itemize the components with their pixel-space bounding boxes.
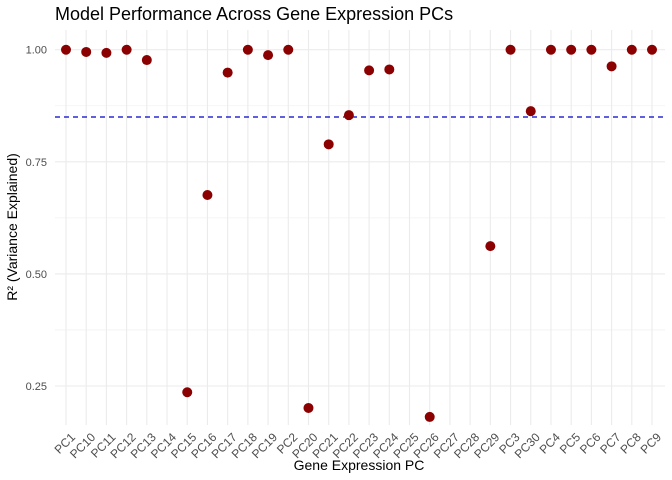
data-point-pc22 <box>343 110 354 121</box>
data-point-pc21 <box>323 139 334 150</box>
data-point-pc30 <box>525 106 536 117</box>
y-tick-label: 0.25 <box>26 381 47 393</box>
data-point-pc1 <box>61 44 71 55</box>
x-axis-ticks: PC1PC10PC11PC12PC13PC14PC15PC16PC17PC18P… <box>52 430 665 461</box>
chart-title: Model Performance Across Gene Expression… <box>55 4 453 24</box>
data-point-pc3 <box>505 44 516 55</box>
data-point-pc19 <box>263 50 274 61</box>
data-point-pc29 <box>485 241 496 252</box>
y-axis-title: R² (Variance Explained) <box>4 153 20 301</box>
data-point-pc26 <box>424 411 435 422</box>
y-tick-label: 1.00 <box>26 45 47 57</box>
data-point-pc15 <box>182 387 193 398</box>
x-axis-title: Gene Expression PC <box>294 457 425 473</box>
data-point-pc16 <box>202 189 213 200</box>
data-point-pc17 <box>222 67 233 78</box>
data-point-pc20 <box>303 402 314 413</box>
data-point-pc5 <box>566 44 577 55</box>
data-point-pc6 <box>586 44 597 55</box>
data-point-pc2 <box>283 44 294 55</box>
data-point-pc4 <box>545 44 556 55</box>
data-point-pc12 <box>121 44 132 55</box>
y-axis-ticks: 0.25 0.50 0.75 1.00 <box>26 45 47 393</box>
y-tick-label: 0.75 <box>26 157 47 169</box>
x-tick-label: PC9 <box>638 430 665 457</box>
data-point-pc7 <box>606 61 617 72</box>
data-point-pc24 <box>384 64 395 75</box>
data-point-pc9 <box>647 44 657 55</box>
data-point-pc13 <box>141 55 152 66</box>
y-tick-label: 0.50 <box>26 269 47 281</box>
data-point-pc18 <box>242 44 253 55</box>
grid <box>55 30 665 425</box>
points <box>61 44 657 422</box>
data-point-pc8 <box>626 44 637 55</box>
data-point-pc11 <box>101 47 112 58</box>
data-point-pc23 <box>364 65 375 76</box>
data-point-pc10 <box>81 46 92 57</box>
